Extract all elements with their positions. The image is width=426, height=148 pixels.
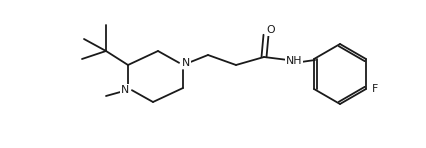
Text: N: N — [121, 85, 129, 95]
Text: O: O — [267, 25, 275, 35]
Text: F: F — [372, 84, 378, 94]
Text: NH: NH — [286, 56, 302, 66]
Text: N: N — [182, 58, 190, 68]
